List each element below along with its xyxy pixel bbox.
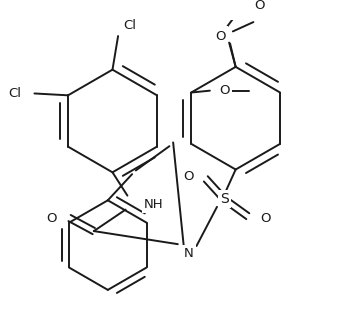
Text: Cl: Cl <box>8 87 21 100</box>
Text: S: S <box>220 193 229 206</box>
Text: O: O <box>219 84 230 97</box>
Text: N: N <box>184 247 194 260</box>
Text: O: O <box>46 212 57 224</box>
Text: O: O <box>260 212 270 224</box>
Text: O: O <box>254 0 265 12</box>
Text: O: O <box>215 30 225 43</box>
Text: Cl: Cl <box>124 19 137 32</box>
Text: NH: NH <box>144 198 164 212</box>
Text: O: O <box>183 171 194 183</box>
Text: O: O <box>215 28 226 41</box>
